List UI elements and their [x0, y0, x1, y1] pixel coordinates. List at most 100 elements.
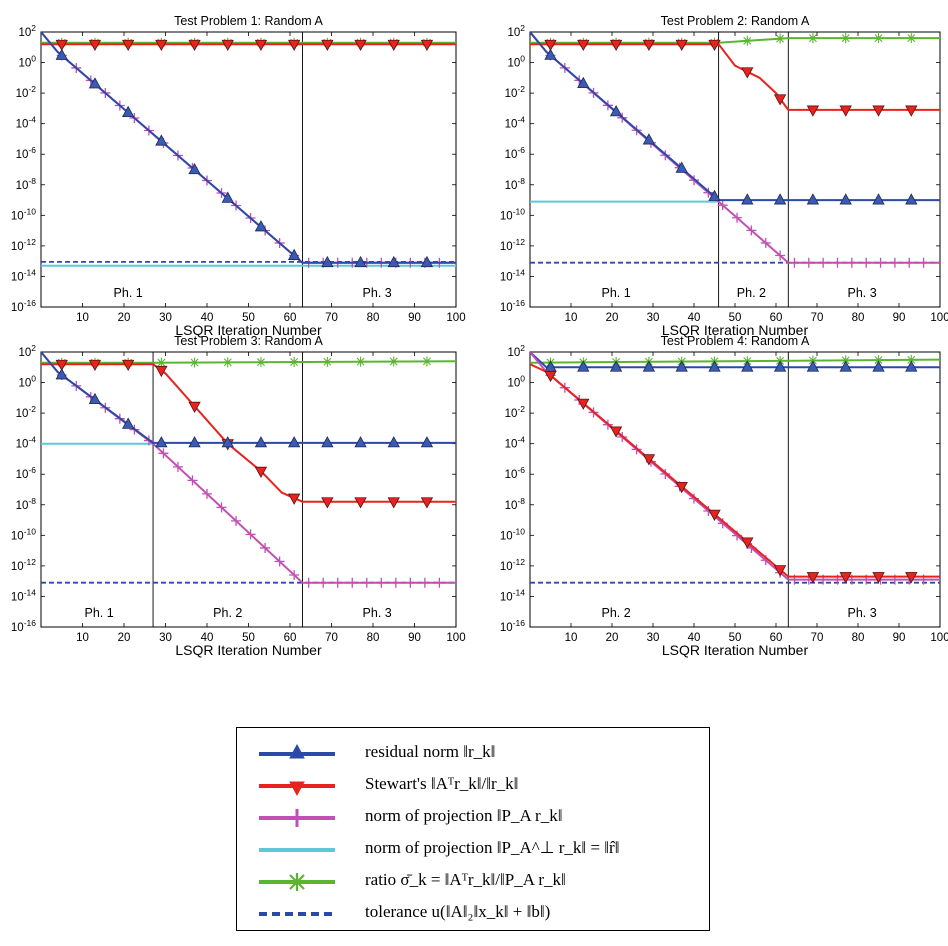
x-axis-label: LSQR Iteration Number: [662, 322, 809, 338]
data-point-proj: [918, 257, 929, 268]
data-point-residual: [806, 193, 820, 205]
series-line-proj: [530, 352, 940, 581]
legend-label-ratio: ratio σ̄_k = ‖Aᵀr_k‖/‖P_A r_k‖: [365, 870, 566, 889]
series-line-residual: [41, 352, 456, 444]
y-tick-label: 10-14: [11, 267, 36, 283]
data-point-ratio: [906, 33, 917, 44]
x-tick-label: 70: [811, 312, 824, 324]
y-tick-label: 10-8: [505, 176, 526, 192]
triangle-down-icon: [289, 781, 305, 797]
x-tick-label: 40: [201, 632, 214, 644]
data-point-stewart: [872, 105, 885, 117]
data-point-stewart: [577, 398, 590, 410]
x-tick-label: 30: [159, 312, 172, 324]
data-point-stewart: [387, 497, 400, 509]
triangle-up-icon: [289, 743, 305, 759]
data-point-ratio: [807, 33, 818, 44]
data-point-proj: [347, 577, 358, 588]
x-tick-label: 40: [201, 312, 214, 324]
data-point-stewart: [806, 105, 820, 117]
legend-entry-projection-perp: norm of projection ‖P_A^⊥ r_k‖ = ‖r̂‖: [237, 834, 709, 865]
data-point-ratio: [775, 33, 786, 44]
data-point-stewart: [609, 39, 623, 52]
legend-symbol-ratio: [259, 873, 335, 891]
data-point-ratio: [873, 33, 884, 44]
data-point-stewart: [155, 365, 168, 378]
series-layer: [530, 352, 940, 585]
data-point-proj: [376, 577, 387, 588]
x-tick-label: 30: [159, 632, 172, 644]
data-point-proj: [434, 577, 445, 588]
data-point-stewart: [708, 39, 721, 52]
data-point-residual: [387, 255, 400, 268]
data-point-proj: [803, 257, 814, 268]
y-tick-label: 10-16: [500, 618, 525, 634]
y-tick-label: 10-14: [500, 587, 525, 603]
data-point-residual: [741, 360, 754, 372]
data-point-stewart: [773, 94, 787, 106]
data-point-residual: [221, 436, 234, 448]
x-tick-label: 10: [76, 632, 89, 644]
data-point-residual: [221, 191, 234, 203]
data-point-proj: [245, 529, 256, 540]
data-point-proj: [846, 257, 857, 268]
series-line-stewart: [41, 363, 456, 503]
data-point-residual: [905, 360, 918, 372]
x-tick-label: 80: [852, 632, 865, 644]
data-point-residual: [773, 360, 787, 372]
y-tick-label: 10-16: [11, 618, 36, 634]
data-point-residual: [420, 255, 434, 268]
data-point-residual: [741, 193, 754, 205]
chart-panel-4: Test Problem 4: Random A 102 100 10-2 10-4 10…: [500, 334, 948, 658]
plot-area: [529, 31, 941, 308]
x-tick-label: 50: [729, 632, 742, 644]
y-tick-label: 10-6: [505, 145, 526, 161]
data-point-proj: [889, 257, 900, 268]
data-point-proj: [231, 515, 242, 526]
chart-title: Test Problem 2: Random A: [661, 14, 810, 28]
data-point-ratio: [421, 356, 432, 367]
y-tick-label: 10-12: [11, 557, 36, 573]
data-point-residual: [188, 436, 201, 448]
data-point-residual: [806, 360, 820, 372]
y-tick-label: 10-12: [500, 557, 525, 573]
x-axis-label: LSQR Iteration Number: [175, 642, 322, 658]
data-point-residual: [839, 360, 852, 372]
data-point-proj: [746, 225, 757, 236]
data-point-proj: [172, 461, 183, 472]
data-point-proj: [660, 468, 671, 479]
data-point-stewart: [354, 39, 367, 52]
data-point-residual: [155, 436, 168, 448]
data-point-stewart: [188, 401, 201, 414]
data-point-stewart: [55, 39, 68, 52]
x-tick-label: 90: [408, 632, 421, 644]
legend-label-tolerance: tolerance u(‖A‖₂‖x_k‖ + ‖b‖): [365, 902, 551, 921]
data-point-proj: [818, 257, 829, 268]
data-point-residual: [708, 189, 721, 201]
x-tick-label: 60: [284, 632, 297, 644]
x-tick-label: 80: [367, 312, 380, 324]
legend-entry-tolerance: tolerance u(‖A‖₂‖x_k‖ + ‖b‖): [237, 898, 709, 929]
data-point-stewart: [254, 466, 268, 478]
data-point-ratio: [289, 356, 300, 367]
chart-panel-2: Test Problem 2: Random A 102 100 10-2 10-4 10…: [500, 14, 948, 338]
x-tick-label: 40: [688, 312, 701, 324]
x-tick-label: 70: [325, 632, 338, 644]
data-point-proj: [703, 187, 714, 198]
y-tick-label: 100: [18, 374, 36, 390]
y-tick-label: 100: [507, 374, 525, 390]
data-point-proj: [158, 448, 169, 459]
data-point-stewart: [839, 572, 852, 584]
x-axis-label: LSQR Iteration Number: [175, 322, 322, 338]
data-point-stewart: [420, 497, 434, 509]
legend-symbol-stewart: [259, 781, 335, 797]
y-tick-label: 10-4: [505, 435, 526, 451]
data-point-proj: [332, 577, 343, 588]
series-line-ratio: [530, 37, 940, 44]
y-tick-label: 10-10: [500, 206, 525, 222]
series-layer: [41, 32, 456, 268]
y-tick-label: 10-4: [16, 115, 37, 131]
x-tick-label: 100: [930, 312, 948, 324]
y-tick-label: 10-8: [16, 496, 37, 512]
data-point-residual: [872, 193, 885, 205]
